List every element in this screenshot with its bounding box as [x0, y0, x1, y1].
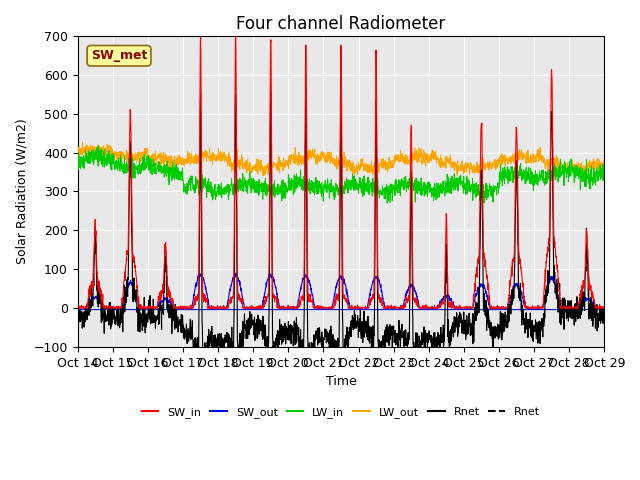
Legend: SW_in, SW_out, LW_in, LW_out, Rnet, Rnet: SW_in, SW_out, LW_in, LW_out, Rnet, Rnet [138, 402, 545, 422]
Y-axis label: Solar Radiation (W/m2): Solar Radiation (W/m2) [15, 119, 28, 264]
X-axis label: Time: Time [326, 375, 356, 388]
Title: Four channel Radiometer: Four channel Radiometer [236, 15, 445, 33]
Text: SW_met: SW_met [91, 49, 147, 62]
